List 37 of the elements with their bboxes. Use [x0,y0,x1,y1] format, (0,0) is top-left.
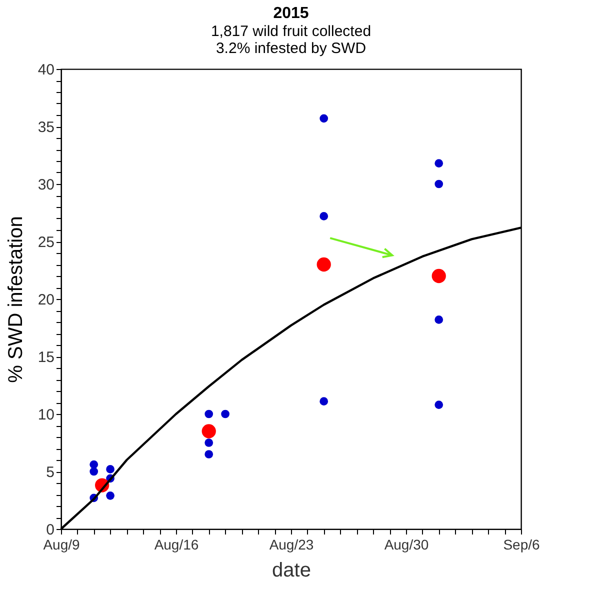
x-tick-label: Sep/6 [503,536,540,552]
x-tick-label: Aug/9 [43,536,80,552]
y-tick-label: 30 [38,176,54,194]
point [434,316,444,324]
point [434,159,444,168]
point [204,410,214,418]
point [432,268,446,284]
y-tick-label: 5 [46,464,54,481]
y-tick-label: 40 [38,62,54,78]
y-tick-label: 0 [46,522,54,538]
x-axis-title: date [272,560,311,582]
point [90,467,98,476]
point [90,460,98,469]
y-tick-label: 10 [38,406,54,424]
point [320,397,328,406]
point [434,180,444,188]
point [221,410,230,418]
point [320,114,328,123]
y-axis-title: % SWD infestation [4,216,27,383]
point [204,438,214,447]
point [106,465,114,474]
x-tick-label: Aug/30 [384,536,429,552]
point [434,400,444,409]
y-tick-label: 35 [38,119,54,136]
chart-title: 2015 [273,5,309,22]
x-tick-label: Aug/23 [269,536,314,552]
text: 1,817 wild fruit collected [210,23,372,40]
point [204,450,214,458]
y-tick-label: 20 [38,292,54,308]
y-tick-label: 25 [38,234,54,251]
x-tick-label: Aug/16 [154,536,199,552]
y-tick-label: 15 [38,349,54,366]
point [202,424,216,438]
point [316,257,331,272]
point [320,212,328,220]
text: 3.2% infested by SWD [216,40,366,57]
point [106,491,114,500]
